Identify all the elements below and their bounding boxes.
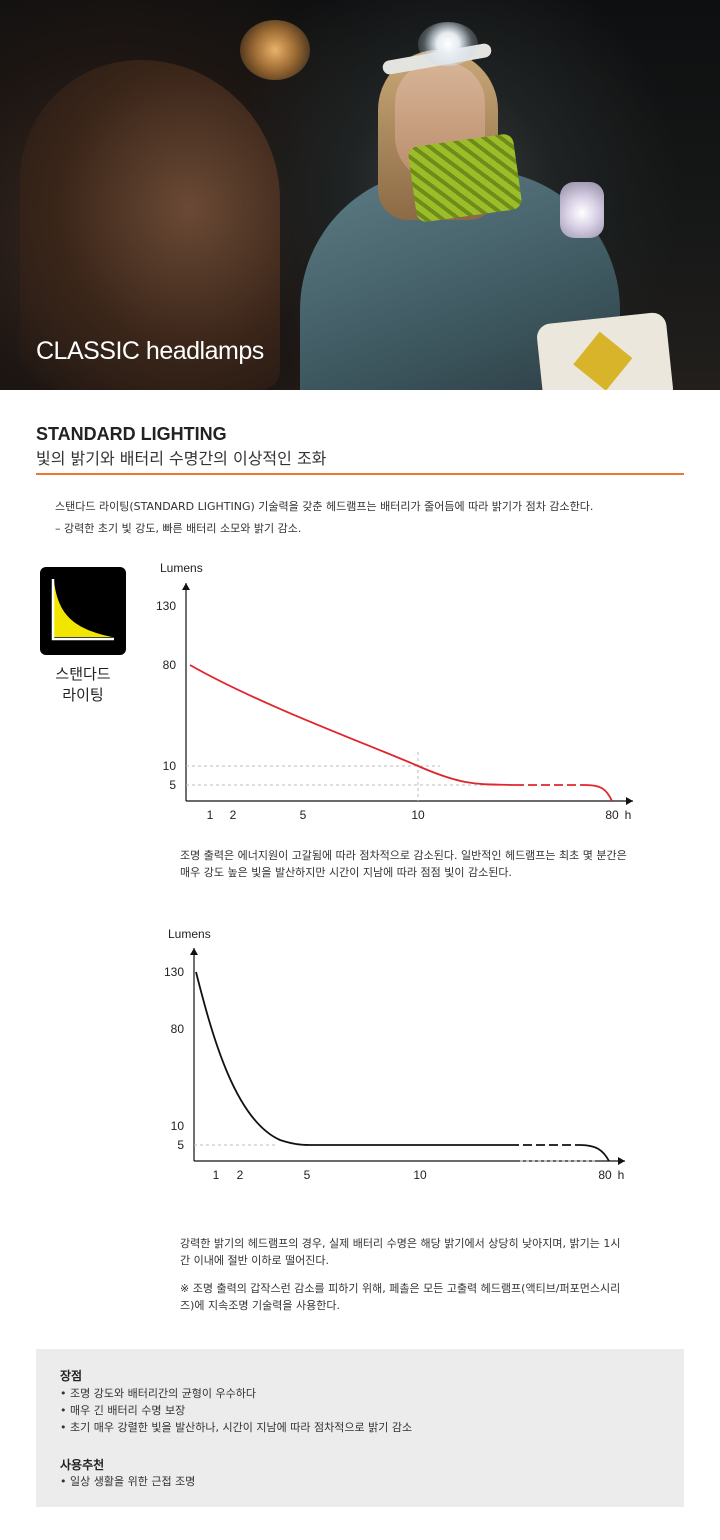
series-line [189,664,516,786]
intro-line: 스탠다드 라이팅(STANDARD LIGHTING) 기술력을 갖춘 헤드램프… [55,500,594,513]
series-line-tail [579,1144,610,1162]
section-title: STANDARD LIGHTING [36,424,227,444]
chart-1: Lumens 130 80 10 5 1 2 5 10 80 h [156,561,633,822]
y-axis-label: Lumens [168,927,211,941]
list-item: 초기 매우 강렬한 빛을 발산하나, 시간이 지남에 따라 점차적으로 밝기 감… [60,1419,412,1436]
lantern [560,182,604,238]
x-tick-label: 2 [230,808,237,822]
x-tick-label: 5 [300,808,307,822]
x-tick-label: 80 [605,808,619,822]
list-item: 조명 강도와 배터리간의 균형이 우수하다 [60,1385,412,1402]
playing-cards [407,132,523,224]
headlamp-glow-left [240,20,310,80]
x-tick-label: 5 [304,1168,311,1182]
pros-list: 조명 강도와 배터리간의 균형이 우수하다 매우 긴 배터리 수명 보장 초기 … [60,1385,412,1436]
x-tick-label: 80 [598,1168,612,1182]
badge-label-line: 라이팅 [62,686,104,704]
y-tick-label: 5 [177,1138,184,1152]
pros-title: 장점 [60,1369,83,1383]
playing-card-table [535,311,675,390]
caption-line: 조명 출력은 에너지원이 고갈됨에 따라 점차적으로 감소된다. 일반적인 헤드… [180,849,627,862]
x-tick-label: 1 [207,808,214,822]
hero-title: CLASSIC headlamps [36,337,264,365]
y-tick-label: 10 [163,759,177,773]
x-axis-label: h [618,1168,625,1182]
hero-child-foreground [20,60,280,390]
x-tick-label: 10 [413,1168,427,1182]
headlamp-glow [418,22,478,66]
intro-line: – 강력한 초기 빛 강도, 빠른 배터리 소모와 밝기 감소. [55,522,302,535]
y-tick-label: 130 [156,599,176,613]
pros-box: 장점 조명 강도와 배터리간의 균형이 우수하다 매우 긴 배터리 수명 보장 … [36,1349,684,1507]
chart1-caption: 조명 출력은 에너지원이 고갈됨에 따라 점차적으로 감소된다. 일반적인 헤드… [180,847,627,881]
y-tick-label: 5 [169,778,176,792]
x-axis-arrow [618,1157,625,1165]
section-divider [36,473,684,475]
series-line-tail [584,784,613,802]
section-subtitle: 빛의 밝기와 배터리 수명간의 이상적인 조화 [36,449,327,468]
x-axis-label: h [625,808,632,822]
y-tick-label: 10 [171,1119,185,1133]
caption-line: 간 이내에 절반 이하로 떨어진다. [180,1254,330,1267]
y-tick-label: 80 [163,658,177,672]
hero-banner: CLASSIC headlamps [0,0,720,390]
x-tick-label: 2 [237,1168,244,1182]
chart-2: Lumens 130 80 10 5 1 2 5 10 80 h [164,927,625,1182]
y-axis-arrow [182,583,190,590]
chart2-caption: 강력한 밝기의 헤드램프의 경우, 실제 배터리 수명은 해당 밝기에서 상당히… [180,1235,621,1314]
badge-label: 스탠다드 라이팅 [30,664,136,706]
badge-label-line: 스탠다드 [55,665,111,683]
series-line [195,971,510,1146]
recommend-list: 일상 생활을 위한 근접 조명 [60,1473,195,1490]
x-axis-arrow [626,797,633,805]
list-item: 일상 생활을 위한 근접 조명 [60,1473,195,1490]
intro-text: 스탠다드 라이팅(STANDARD LIGHTING) 기술력을 갖춘 헤드램프… [55,496,593,540]
caption-note: 즈)에 지속조명 기술력을 사용한다. [180,1299,340,1312]
caption-line: 강력한 밝기의 헤드램프의 경우, 실제 배터리 수명은 해당 밝기에서 상당히… [180,1237,621,1250]
recommend-title: 사용추천 [60,1458,105,1472]
x-tick-label: 10 [411,808,425,822]
caption-note: ※ 조명 출력의 갑작스런 감소를 피하기 위해, 페촐은 모든 고출력 헤드램… [180,1282,621,1295]
y-axis-arrow [190,948,198,955]
x-tick-label: 1 [213,1168,220,1182]
y-axis-label: Lumens [160,561,203,575]
list-item: 매우 긴 배터리 수명 보장 [60,1402,412,1419]
standard-lighting-icon [40,567,126,655]
y-tick-label: 80 [171,1022,185,1036]
y-tick-label: 130 [164,965,184,979]
caption-line: 매우 강도 높은 빛을 발산하지만 시간이 지남에 따라 점점 빛이 감소된다. [180,866,512,879]
